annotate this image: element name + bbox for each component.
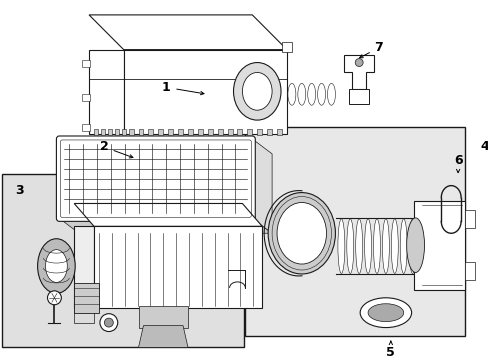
- Bar: [82, 124, 90, 131]
- FancyBboxPatch shape: [56, 136, 255, 221]
- Ellipse shape: [104, 318, 113, 327]
- Bar: [257, 129, 262, 135]
- Text: 5: 5: [386, 346, 394, 359]
- Polygon shape: [123, 50, 286, 134]
- Bar: [237, 129, 242, 135]
- Bar: [94, 129, 98, 135]
- Bar: [168, 129, 173, 135]
- Ellipse shape: [317, 84, 325, 105]
- Bar: [82, 59, 90, 67]
- Ellipse shape: [355, 219, 362, 274]
- Polygon shape: [89, 50, 123, 134]
- Text: 2: 2: [100, 140, 108, 153]
- Ellipse shape: [406, 218, 424, 273]
- Bar: [217, 129, 222, 135]
- Polygon shape: [252, 139, 271, 233]
- Polygon shape: [138, 325, 187, 347]
- Text: 3: 3: [16, 184, 24, 197]
- Ellipse shape: [277, 202, 326, 264]
- Bar: [247, 129, 252, 135]
- Polygon shape: [74, 203, 262, 226]
- Polygon shape: [138, 306, 187, 328]
- Text: 7: 7: [374, 41, 383, 54]
- Bar: [282, 42, 291, 51]
- Bar: [277, 129, 282, 135]
- Ellipse shape: [346, 219, 353, 274]
- Polygon shape: [344, 55, 373, 89]
- Bar: [207, 129, 212, 135]
- Ellipse shape: [242, 72, 271, 110]
- Ellipse shape: [233, 63, 281, 120]
- Ellipse shape: [47, 291, 61, 305]
- Polygon shape: [74, 226, 94, 308]
- Ellipse shape: [364, 219, 371, 274]
- Ellipse shape: [100, 314, 118, 332]
- Bar: [158, 129, 163, 135]
- Polygon shape: [59, 219, 271, 233]
- Ellipse shape: [267, 193, 335, 274]
- Bar: [227, 129, 232, 135]
- Ellipse shape: [373, 219, 380, 274]
- Ellipse shape: [360, 298, 411, 328]
- Bar: [128, 129, 133, 135]
- Ellipse shape: [354, 59, 363, 67]
- Bar: [266, 129, 271, 135]
- Polygon shape: [348, 89, 368, 104]
- Bar: [115, 129, 119, 135]
- Bar: [148, 129, 153, 135]
- Ellipse shape: [399, 219, 407, 274]
- Bar: [187, 129, 193, 135]
- Polygon shape: [74, 308, 94, 323]
- Ellipse shape: [307, 84, 315, 105]
- Polygon shape: [89, 15, 286, 50]
- Text: 4: 4: [480, 140, 488, 153]
- Ellipse shape: [382, 219, 388, 274]
- Ellipse shape: [45, 249, 67, 282]
- Bar: [138, 129, 143, 135]
- Ellipse shape: [408, 219, 415, 274]
- Bar: [198, 129, 203, 135]
- Ellipse shape: [390, 219, 397, 274]
- Ellipse shape: [287, 84, 295, 105]
- Ellipse shape: [367, 304, 403, 321]
- Ellipse shape: [38, 239, 75, 293]
- Ellipse shape: [327, 84, 335, 105]
- Bar: [178, 129, 183, 135]
- Bar: [413, 201, 464, 290]
- Bar: [464, 211, 474, 228]
- Text: 1: 1: [162, 81, 170, 94]
- Bar: [108, 129, 112, 135]
- Ellipse shape: [337, 219, 344, 274]
- Polygon shape: [94, 226, 262, 308]
- Bar: [101, 129, 104, 135]
- Polygon shape: [74, 283, 99, 313]
- Text: 6: 6: [453, 154, 462, 167]
- Bar: [245, 127, 464, 336]
- Ellipse shape: [297, 84, 305, 105]
- Bar: [464, 262, 474, 280]
- Bar: [122, 129, 125, 135]
- Bar: [82, 94, 90, 101]
- Bar: [2, 174, 244, 347]
